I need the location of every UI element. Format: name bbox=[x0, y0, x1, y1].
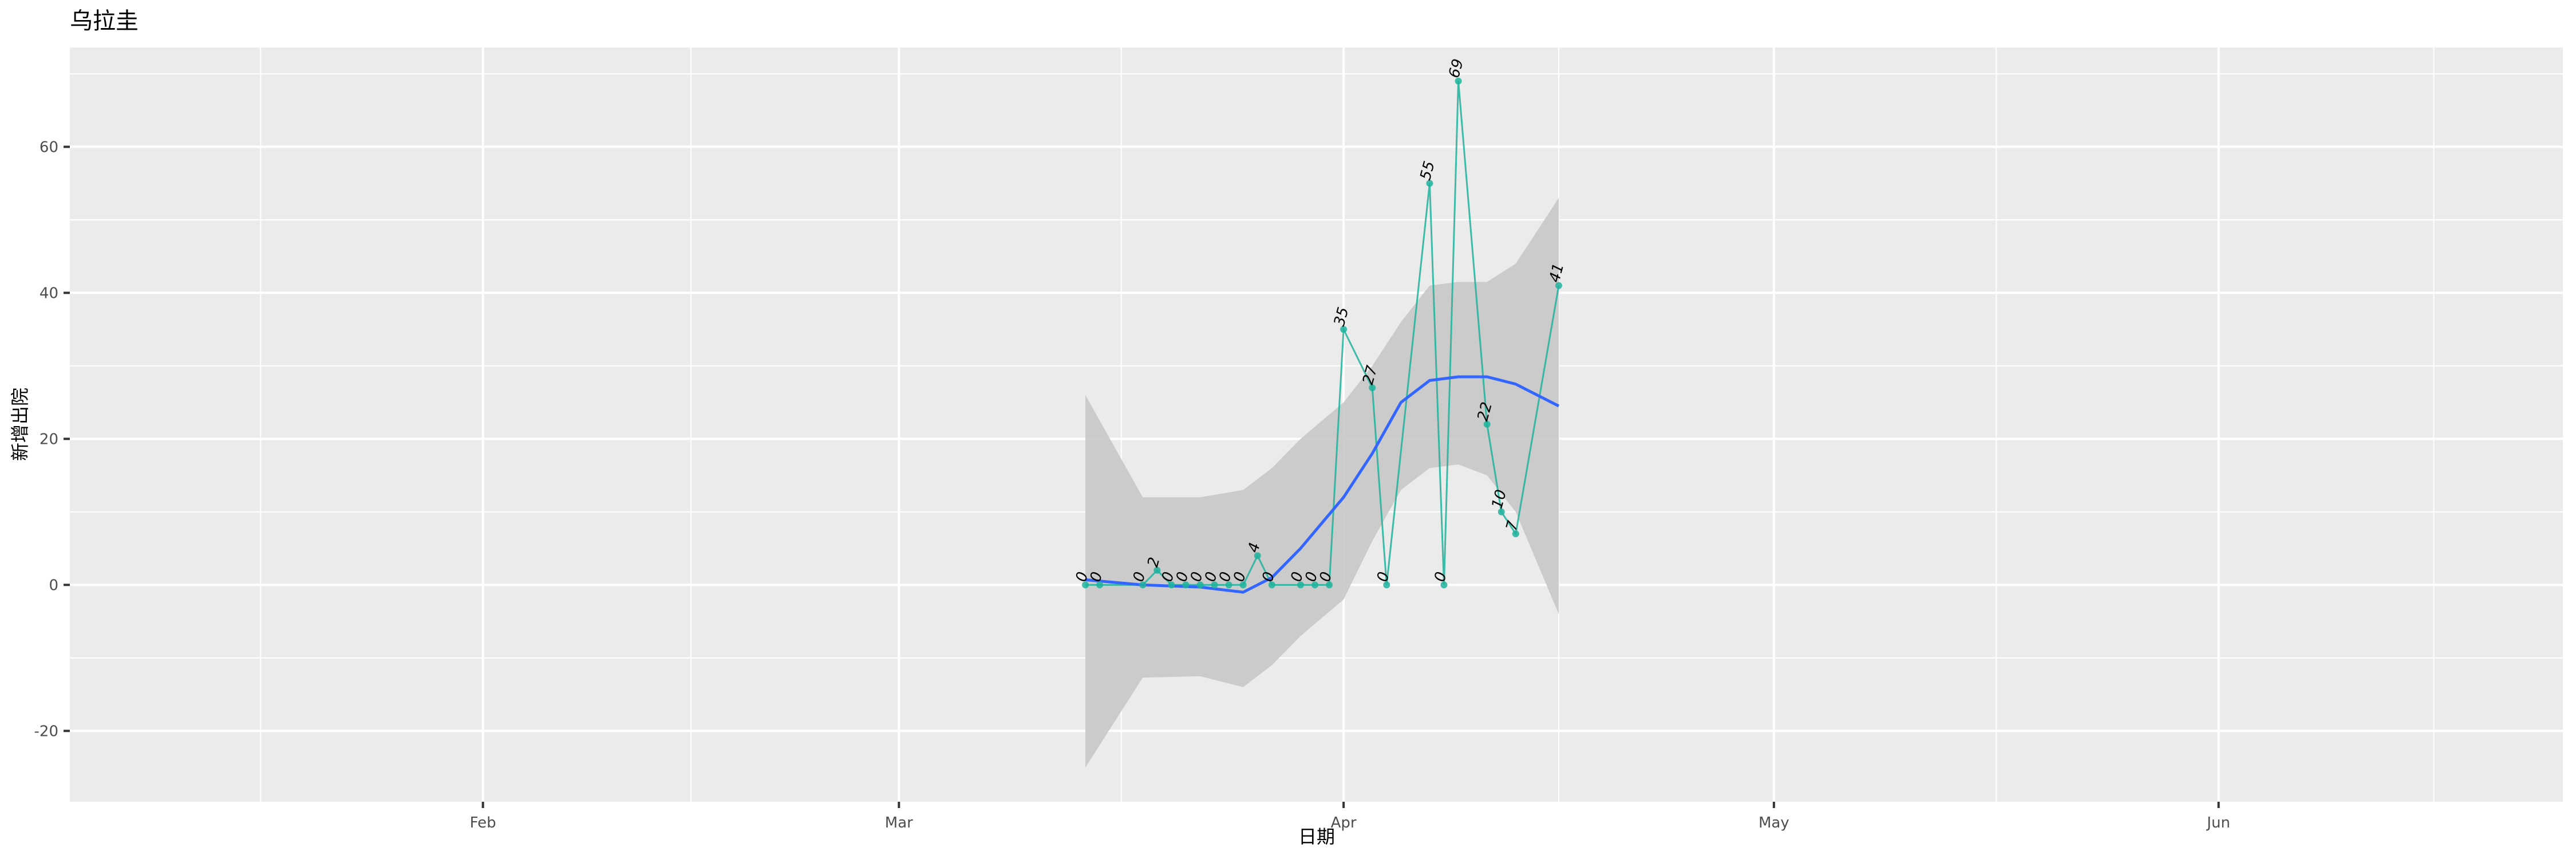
data-point bbox=[1096, 581, 1104, 589]
data-point bbox=[1311, 581, 1318, 589]
data-label: 0 bbox=[1317, 570, 1336, 584]
data-point bbox=[1426, 180, 1433, 187]
x-tick-label: Apr bbox=[1331, 814, 1357, 832]
data-point bbox=[1512, 530, 1519, 538]
x-tick-label: Mar bbox=[885, 814, 913, 832]
data-point bbox=[1211, 581, 1218, 589]
data-label: 0 bbox=[1216, 570, 1235, 584]
data-label: 0 bbox=[1431, 570, 1450, 584]
data-point bbox=[1498, 508, 1505, 515]
x-tick-label: Feb bbox=[470, 814, 496, 832]
data-label: 0 bbox=[1302, 570, 1321, 584]
data-point bbox=[1297, 581, 1304, 589]
data-point bbox=[1168, 581, 1175, 589]
data-label: 0 bbox=[1159, 570, 1178, 584]
data-point bbox=[1082, 581, 1089, 589]
chart-title: 乌拉圭 bbox=[70, 8, 139, 34]
y-tick-label: -20 bbox=[34, 723, 58, 740]
data-label: 0 bbox=[1173, 570, 1192, 584]
data-point bbox=[1326, 581, 1333, 589]
data-point bbox=[1483, 420, 1491, 428]
data-point bbox=[1440, 581, 1448, 589]
x-tick-label: May bbox=[1759, 814, 1789, 832]
data-label: 0 bbox=[1087, 570, 1106, 584]
data-label: 2 bbox=[1144, 555, 1163, 569]
y-tick-label: 40 bbox=[39, 285, 58, 302]
data-point bbox=[1383, 581, 1390, 589]
data-label: 0 bbox=[1230, 570, 1249, 584]
x-tick-label: Jun bbox=[2206, 814, 2230, 832]
data-point bbox=[1340, 326, 1348, 333]
data-label: 0 bbox=[1374, 570, 1393, 584]
data-label: 4 bbox=[1245, 541, 1264, 554]
points-group bbox=[1082, 77, 1562, 589]
data-point bbox=[1139, 581, 1147, 589]
data-label: 0 bbox=[1130, 570, 1149, 584]
data-label: 0 bbox=[1288, 570, 1307, 584]
confidence-ribbon bbox=[1085, 198, 1559, 768]
data-point bbox=[1153, 566, 1161, 574]
y-tick-label: 0 bbox=[49, 577, 58, 594]
data-point bbox=[1182, 581, 1190, 589]
data-point bbox=[1225, 581, 1232, 589]
data-point bbox=[1196, 581, 1204, 589]
data-point bbox=[1555, 282, 1562, 289]
data-point bbox=[1268, 581, 1275, 589]
y-tick-label: 20 bbox=[39, 431, 58, 448]
y-tick-label: 60 bbox=[39, 139, 58, 156]
plot-panel bbox=[70, 48, 2563, 802]
y-axis-title: 新增出院 bbox=[9, 388, 31, 461]
data-label: 0 bbox=[1073, 570, 1092, 584]
data-point bbox=[1455, 77, 1462, 85]
x-axis-title: 日期 bbox=[1298, 826, 1335, 848]
smooth-line bbox=[1085, 375, 1560, 594]
data-point bbox=[1239, 581, 1247, 589]
data-point bbox=[1369, 384, 1376, 392]
data-label: 0 bbox=[1202, 570, 1220, 584]
data-point bbox=[1254, 552, 1261, 559]
data-label: 0 bbox=[1259, 570, 1278, 584]
data-label: 0 bbox=[1187, 570, 1206, 584]
